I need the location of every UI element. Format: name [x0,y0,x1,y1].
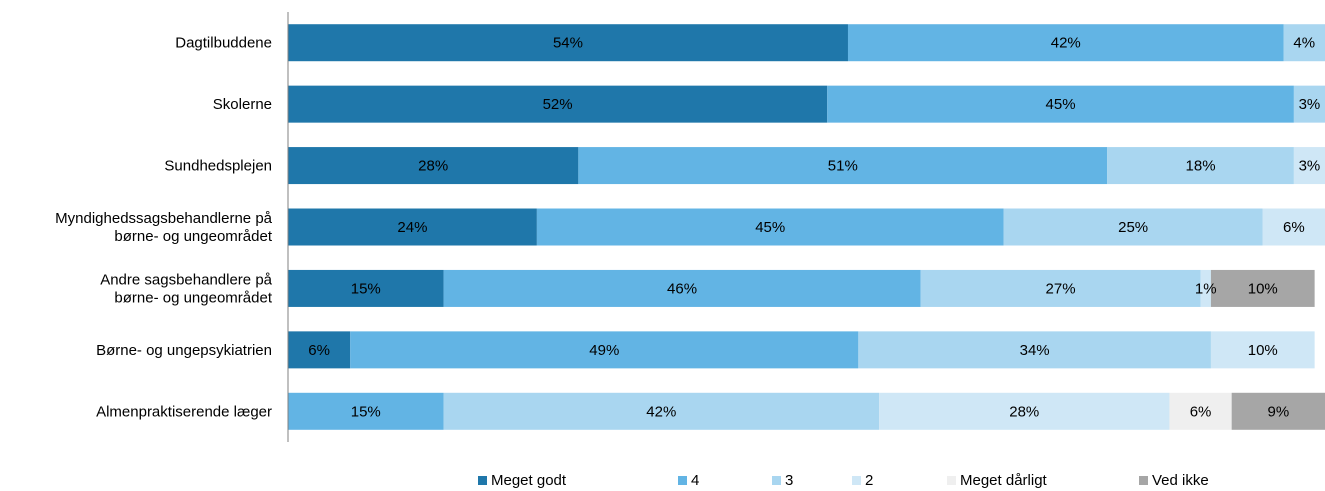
category-label: Andre sagsbehandlere på børne- og ungeomr… [100,271,273,306]
legend-item: 3 [772,473,793,488]
bar-segment [1003,208,1263,246]
bar-segment [827,85,1294,123]
data-label: 45% [1046,96,1076,113]
legend-item: Meget dårligt [947,473,1047,488]
data-label: 28% [418,158,448,175]
data-label: 45% [755,219,785,236]
bar-segment [536,208,1004,246]
category-label: Myndighedssagsbehandlerne på børne- og un… [55,210,273,245]
bar-segment [1200,269,1211,307]
legend-label: Meget godt [491,472,567,489]
legend-swatch [678,476,687,485]
legend-item: Meget godt [478,473,566,488]
bar-segment [443,269,921,307]
category-label-line: Andre sagsbehandlere på [100,271,272,288]
data-label: 52% [543,96,573,113]
category-label: Skolerne [213,96,272,113]
bar-segment [288,331,351,369]
data-label: 10% [1248,342,1278,359]
bar-segment [288,269,444,307]
category-label-line: Børne- og ungepsykiatrien [96,342,272,359]
data-label: 6% [308,342,330,359]
data-label: 46% [667,280,697,297]
data-labels: 54% 42% 4% 52% 45% 3% 28% 51% 18% 3% 24% 45% 25% 6% 15… [308,35,1320,421]
category-label-line: Dagtilbuddene [175,35,272,52]
legend-item: 2 [852,473,873,488]
bar-segment [288,208,537,246]
data-label: 27% [1046,280,1076,297]
bar-segment [879,392,1170,430]
legend-label: 2 [865,472,874,489]
data-label: 9% [1267,403,1289,420]
bar-segment [1107,147,1294,185]
bar-segment [1283,24,1325,62]
legend-item: Ved ikke [1139,473,1209,488]
bar-segment [578,147,1108,185]
data-label: 25% [1118,219,1148,236]
category-label-line: Almenpraktiserende læger [96,403,272,420]
bar-segment [847,24,1284,62]
data-label: 6% [1190,403,1212,420]
legend-label: Meget dårligt [960,472,1047,489]
data-label: 42% [646,403,676,420]
bar-segment [1210,331,1315,369]
legend-label: 4 [691,472,700,489]
category-labels: Dagtilbuddene Skolerne Sundhedsplejen Myndi… [55,35,273,421]
legend-label: 3 [785,472,794,489]
data-label: 54% [553,35,583,52]
data-label: 24% [397,219,427,236]
data-label: 15% [351,280,381,297]
data-label: 51% [828,158,858,175]
category-label-line: børne- og ungeområdet [114,289,272,306]
bars [288,24,1325,430]
bar-segment [1293,147,1325,185]
data-label: 4% [1293,35,1315,52]
bar-segment [858,331,1211,369]
legend: Meget godt 4 3 2 Meget dårligt Ved ikke [0,470,1325,491]
bar-segment [1231,392,1325,430]
data-label: 34% [1020,342,1050,359]
data-label: 42% [1051,35,1081,52]
legend-swatch [478,476,487,485]
bar-segment [288,392,444,430]
data-label: 3% [1299,158,1321,175]
legend-swatch [852,476,861,485]
data-label: 1% [1195,280,1217,297]
bar-segment [288,24,848,62]
category-label: Almenpraktiserende læger [96,403,272,420]
category-label: Dagtilbuddene [175,35,272,52]
legend-item: 4 [678,473,699,488]
data-label: 49% [589,342,619,359]
category-label-line: børne- og ungeområdet [114,228,272,245]
category-label: Sundhedsplejen [164,158,272,175]
data-label: 28% [1009,403,1039,420]
bar-segment [1293,85,1325,123]
bar-segment [1169,392,1232,430]
legend-swatch [772,476,781,485]
legend-swatch [947,476,956,485]
bar-segment [288,147,579,185]
category-label: Børne- og ungepsykiatrien [96,342,272,359]
bar-segment [443,392,880,430]
legend-swatch [1139,476,1148,485]
legend-label: Ved ikke [1152,472,1209,489]
category-label-line: Sundhedsplejen [164,158,272,175]
data-label: 3% [1299,96,1321,113]
data-label: 18% [1186,158,1216,175]
category-label-line: Skolerne [213,96,272,113]
category-label-line: Myndighedssagsbehandlerne på [55,210,272,227]
data-label: 10% [1248,280,1278,297]
data-label: 15% [351,403,381,420]
bar-segment [350,331,859,369]
bar-segment [1210,269,1315,307]
bar-segment [1262,208,1325,246]
bar-segment [288,85,828,123]
bar-segment [920,269,1201,307]
data-label: 6% [1283,219,1305,236]
